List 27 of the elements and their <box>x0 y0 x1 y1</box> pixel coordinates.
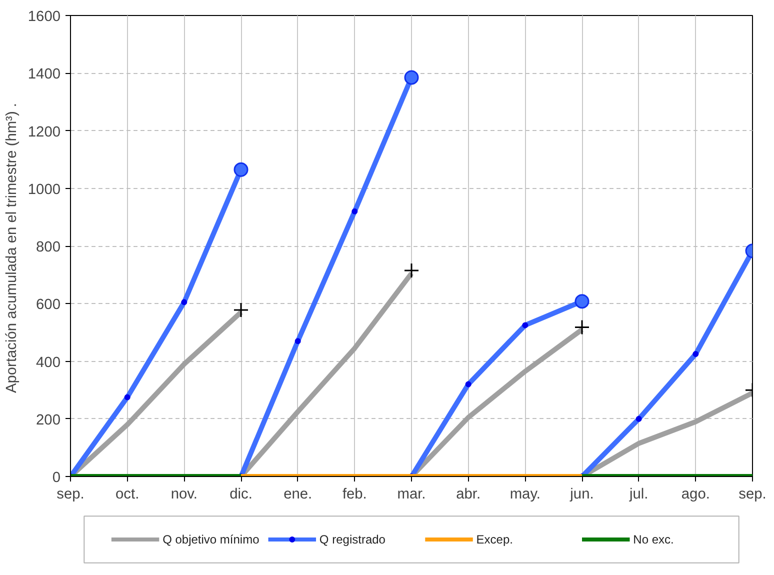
legend-label: Q registrado <box>319 532 386 546</box>
x-tick-label: jun. <box>569 486 594 502</box>
y-tick-label: 800 <box>36 240 61 256</box>
x-tick-label: abr. <box>456 486 481 502</box>
y-tick-label: 400 <box>36 354 61 371</box>
x-tick-label: feb. <box>342 486 367 502</box>
legend-label: Excep. <box>476 532 513 546</box>
x-tick-label: jul. <box>628 486 648 502</box>
x-tick-label: ene. <box>284 486 312 502</box>
y-tick-label: 1600 <box>28 9 61 25</box>
legend-label: Q objetivo mínimo <box>162 532 260 546</box>
x-tick-label: oct. <box>116 486 140 502</box>
y-tick-label: 0 <box>52 470 61 486</box>
y-tick-label: 1400 <box>28 66 61 83</box>
y-axis-title: Aportación acumulada en el trimestre (hm³) . <box>4 103 20 394</box>
x-tick-label: mar. <box>397 486 426 502</box>
x-tick-label: dic. <box>230 486 252 502</box>
x-tick-label: nov. <box>170 486 198 502</box>
y-tick-label: 200 <box>36 412 61 428</box>
x-tick-label: sep. <box>56 486 84 502</box>
legend-label: No exc. <box>633 532 674 546</box>
y-tick-label: 1000 <box>28 182 61 198</box>
y-tick-label: 600 <box>36 297 61 314</box>
y-tick-label: 1200 <box>28 124 61 140</box>
x-tick-label: sep. <box>738 486 766 502</box>
x-tick-label: ago. <box>681 486 710 502</box>
x-tick-label: may. <box>510 486 541 502</box>
